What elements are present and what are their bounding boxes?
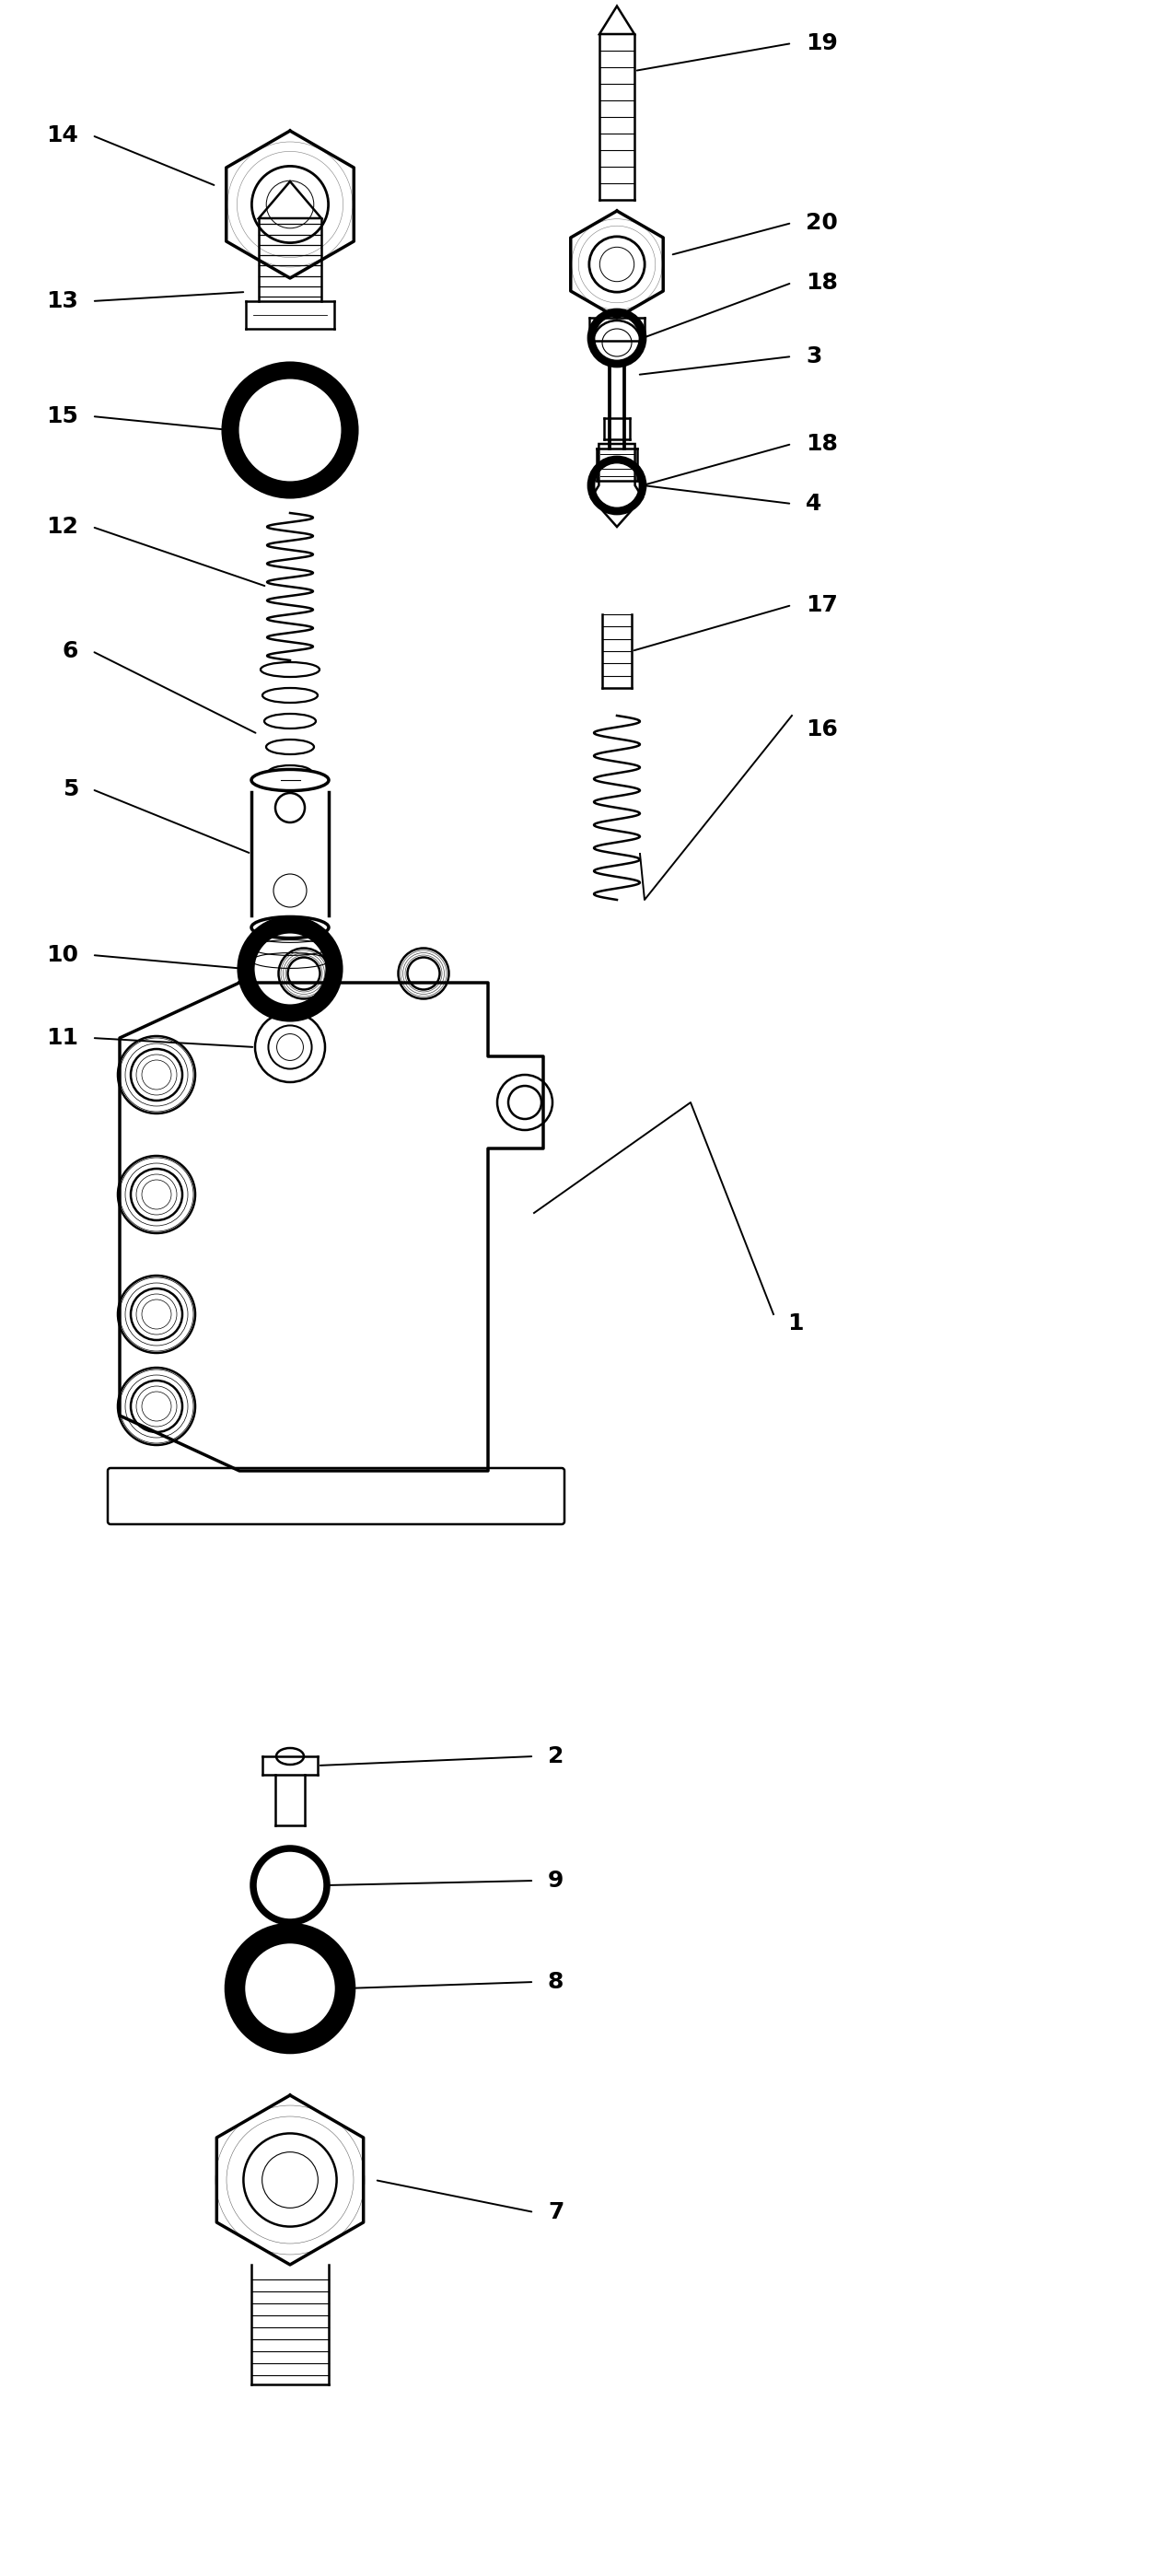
Ellipse shape [251, 917, 329, 938]
Text: 7: 7 [548, 2200, 564, 2223]
Text: 10: 10 [46, 943, 79, 966]
Text: 9: 9 [548, 1870, 564, 1891]
Text: 18: 18 [805, 270, 838, 294]
Text: 8: 8 [548, 1971, 564, 1994]
Text: 3: 3 [805, 345, 822, 368]
Text: 18: 18 [805, 433, 838, 456]
Ellipse shape [251, 770, 329, 791]
Text: 14: 14 [46, 124, 79, 147]
Text: 16: 16 [805, 719, 838, 739]
Text: 13: 13 [46, 291, 79, 312]
Text: 4: 4 [805, 492, 822, 515]
Text: 20: 20 [805, 211, 838, 234]
Text: 17: 17 [805, 595, 838, 616]
Text: 19: 19 [805, 33, 838, 54]
Text: 2: 2 [548, 1747, 564, 1767]
Text: 1: 1 [788, 1311, 803, 1334]
Text: 5: 5 [62, 778, 79, 801]
Text: 15: 15 [46, 404, 79, 428]
Text: 12: 12 [46, 515, 79, 538]
Text: 6: 6 [62, 639, 79, 662]
Text: 11: 11 [46, 1028, 79, 1048]
